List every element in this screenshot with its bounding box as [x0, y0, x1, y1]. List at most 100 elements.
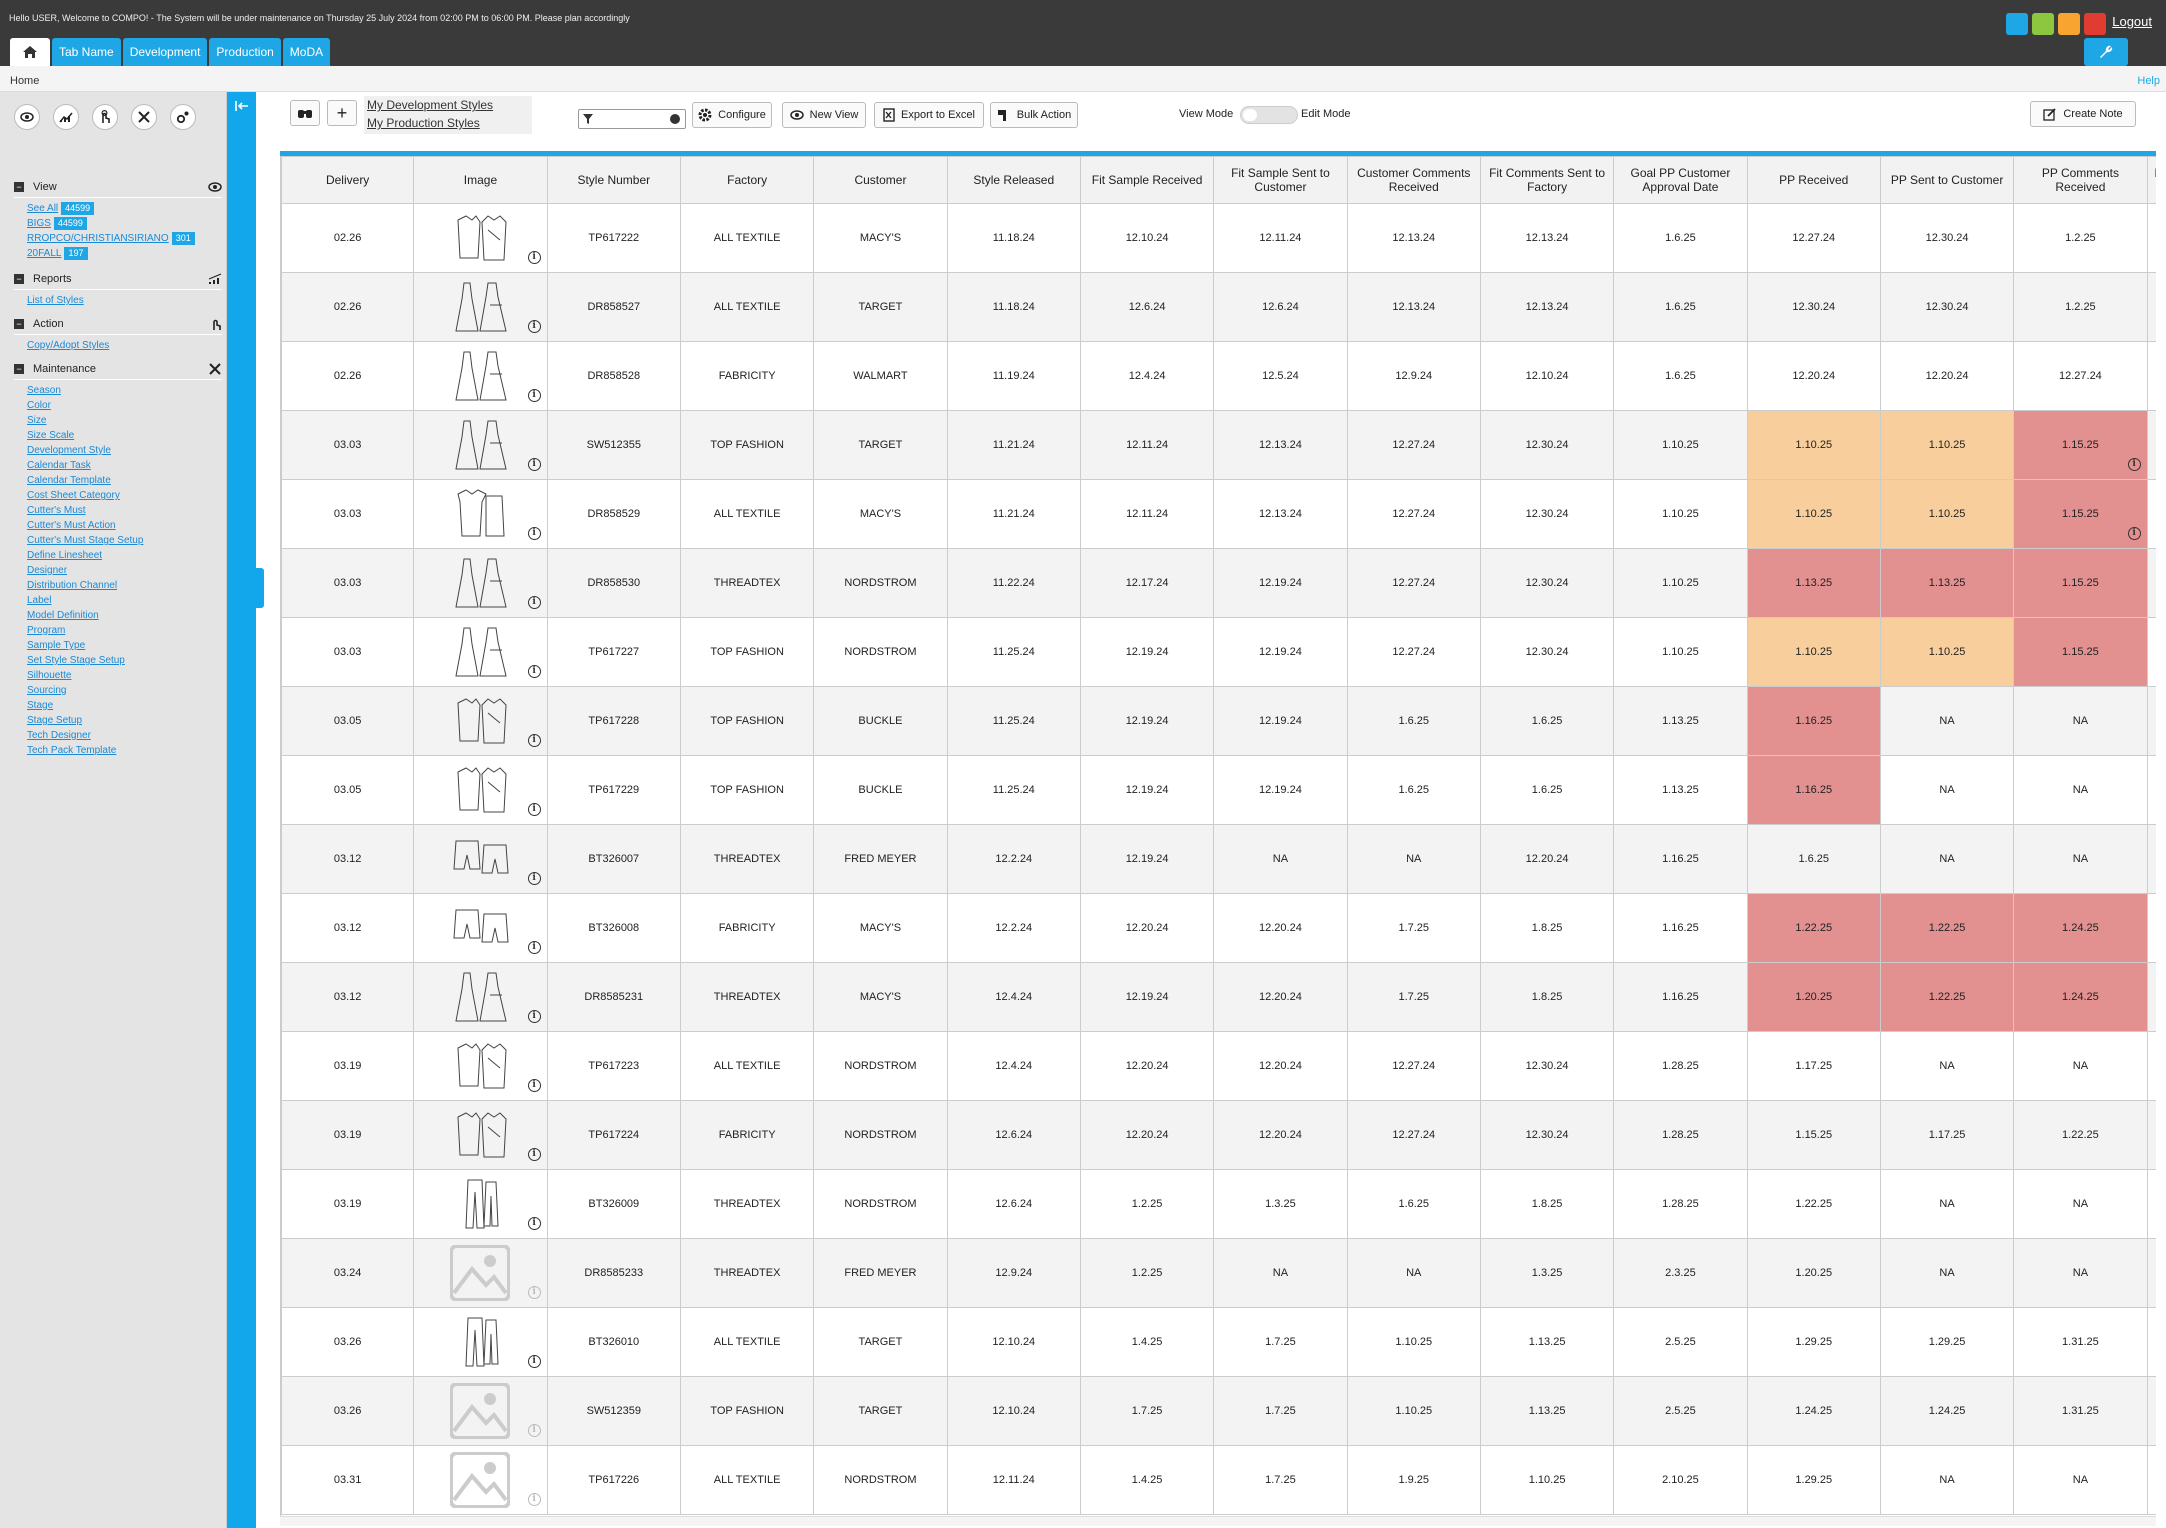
table-row[interactable]: 03.26 i BT326010 ALL TEXTILE TARGET 12.10.24 1… — [281, 1307, 2156, 1377]
column-header[interactable]: PP Received — [1746, 156, 1881, 204]
cell-fit_sent[interactable]: 12.13.24 — [1213, 410, 1348, 480]
table-row[interactable]: 03.05 i TP617228 TOP FASHION BUCKLE 11.25.24 1… — [281, 686, 2156, 756]
cell-delivery[interactable]: 03.12 — [281, 824, 415, 894]
info-icon[interactable]: i — [527, 1217, 541, 1230]
cell-fit_sent[interactable]: NA — [1213, 824, 1348, 894]
info-icon[interactable]: i — [527, 1286, 541, 1299]
cell-pp_com_sent[interactable]: 1.6.25 — [2146, 824, 2156, 894]
garment-sketch[interactable] — [450, 762, 510, 818]
maintenance-link[interactable]: Stage — [27, 700, 54, 711]
maintenance-link[interactable]: Designer — [27, 565, 68, 576]
maintenance-link[interactable]: Cutter's Must Stage Setup — [27, 535, 144, 546]
cell-fit_rec[interactable]: 1.7.25 — [1079, 1376, 1215, 1446]
cell-goal[interactable]: 1.6.25 — [1613, 341, 1748, 411]
cell-pp_com[interactable]: 1.24.25 — [2013, 962, 2148, 1032]
cell-pp_rec[interactable]: 1.15.25 — [1746, 1100, 1881, 1170]
column-header[interactable]: PP Comments Sent to Factory — [2146, 156, 2156, 204]
cell-factory[interactable]: TOP FASHION — [679, 686, 815, 756]
cell-goal[interactable]: 1.28.25 — [1613, 1169, 1748, 1239]
cell-fit_com[interactable]: 12.30.24 — [1479, 1031, 1615, 1101]
info-icon[interactable]: i — [527, 389, 541, 402]
cell-pp_rec[interactable]: 12.27.24 — [1746, 203, 1881, 273]
table-row[interactable]: 03.12 i DR8585231 THREADTEX MACY'S 12.4.24 12.… — [281, 962, 2156, 1032]
cell-fit_sent[interactable]: 12.19.24 — [1213, 686, 1348, 756]
cell-pp_com_sent[interactable]: 1.17.25 — [2146, 1031, 2156, 1101]
cell-factory[interactable]: TOP FASHION — [679, 617, 815, 687]
cell-style[interactable]: DR858529 — [546, 479, 681, 549]
image-cell[interactable]: i — [413, 1031, 548, 1101]
table-row[interactable]: 03.19 i TP617224 FABRICITY NORDSTROM 12.6.24 1… — [281, 1100, 2156, 1170]
cell-pp_sent[interactable]: 12.30.24 — [1879, 272, 2015, 342]
cell-pp_rec[interactable]: 12.20.24 — [1746, 341, 1881, 411]
touch-icon[interactable] — [92, 104, 118, 130]
column-header[interactable]: Fit Sample Sent to Customer — [1213, 156, 1348, 204]
breadcrumb-home[interactable]: Home — [10, 75, 40, 87]
cell-fit_sent[interactable]: 12.20.24 — [1213, 962, 1348, 1032]
maintenance-link[interactable]: Model Definition — [27, 610, 99, 621]
cell-pp_com[interactable]: 1.31.25 — [2013, 1307, 2148, 1377]
cell-fit_rec[interactable]: 12.19.24 — [1079, 755, 1215, 825]
cell-delivery[interactable]: 03.03 — [281, 479, 415, 549]
cell-style[interactable]: BT326007 — [546, 824, 681, 894]
cell-goal[interactable]: 1.13.25 — [1613, 755, 1748, 825]
cell-delivery[interactable]: 03.26 — [281, 1307, 415, 1377]
info-icon[interactable]: i — [527, 734, 541, 747]
cell-fit_com[interactable]: 12.30.24 — [1479, 548, 1615, 618]
cell-delivery[interactable]: 03.03 — [281, 548, 415, 618]
cell-pp_com_sent[interactable]: 1.15.25 — [2146, 410, 2156, 480]
configure-button[interactable]: Configure — [692, 102, 772, 128]
cell-fit_rec[interactable]: 12.6.24 — [1079, 272, 1215, 342]
cell-pp_sent[interactable]: 1.17.25 — [1879, 1100, 2015, 1170]
garment-sketch[interactable] — [450, 210, 510, 266]
cell-fit_com[interactable]: 1.13.25 — [1479, 1376, 1615, 1446]
cell-pp_com_sent[interactable]: 12.27.24 — [2146, 341, 2156, 411]
cell-fit_com[interactable]: 12.13.24 — [1479, 272, 1615, 342]
column-header[interactable]: Fit Sample Received — [1079, 156, 1215, 204]
cell-cust_com[interactable]: 12.9.24 — [1346, 341, 1481, 411]
maintenance-link[interactable]: Set Style Stage Setup — [27, 655, 125, 666]
column-header[interactable]: Goal PP Customer Approval Date — [1613, 156, 1748, 204]
cell-customer[interactable]: TARGET — [813, 1376, 948, 1446]
section-header-action[interactable]: − Action — [14, 313, 222, 335]
cell-pp_com[interactable]: 12.27.24 — [2013, 341, 2148, 411]
cell-cust_com[interactable]: 1.7.25 — [1346, 962, 1481, 1032]
cell-goal[interactable]: 2.5.25 — [1613, 1307, 1748, 1377]
cell-customer[interactable]: BUCKLE — [813, 686, 948, 756]
column-header[interactable]: PP Sent to Customer — [1879, 156, 2015, 204]
cell-pp_sent[interactable]: 1.24.25 — [1879, 1376, 2015, 1446]
info-icon[interactable]: i — [527, 320, 541, 333]
cell-goal[interactable]: 1.6.25 — [1613, 272, 1748, 342]
garment-sketch[interactable] — [450, 969, 510, 1025]
cell-delivery[interactable]: 03.19 — [281, 1100, 415, 1170]
table-row[interactable]: 03.19 i TP617223 ALL TEXTILE NORDSTROM 12.4.2… — [281, 1031, 2156, 1101]
cell-fit_sent[interactable]: 12.5.24 — [1213, 341, 1348, 411]
cell-pp_rec[interactable]: 1.29.25 — [1746, 1445, 1881, 1515]
cell-customer[interactable]: WALMART — [813, 341, 948, 411]
info-icon[interactable]: i — [527, 1424, 541, 1437]
view-link-20fall[interactable]: 20FALL 197 — [27, 246, 222, 261]
info-icon[interactable]: i — [527, 1355, 541, 1368]
cell-style[interactable]: TP617229 — [546, 755, 681, 825]
cell-pp_sent[interactable]: NA — [1879, 1169, 2015, 1239]
cell-customer[interactable]: TARGET — [813, 410, 948, 480]
section-header-reports[interactable]: − Reports — [14, 268, 222, 290]
cell-pp_rec[interactable]: 1.20.25 — [1746, 962, 1881, 1032]
cell-style[interactable]: DR858527 — [546, 272, 681, 342]
cell-goal[interactable]: 1.10.25 — [1613, 548, 1748, 618]
cell-goal[interactable]: 2.10.25 — [1613, 1445, 1748, 1515]
cell-fit_sent[interactable]: 12.13.24 — [1213, 479, 1348, 549]
cell-released[interactable]: 11.19.24 — [946, 341, 1081, 411]
cell-released[interactable]: 11.21.24 — [946, 410, 1081, 480]
cell-pp_com_sent[interactable]: 1.24.25 — [2146, 962, 2156, 1032]
cell-factory[interactable]: FABRICITY — [679, 341, 815, 411]
cell-pp_sent[interactable]: 12.30.24 — [1879, 203, 2015, 273]
cell-style[interactable]: BT326008 — [546, 893, 681, 963]
cell-goal[interactable]: 1.28.25 — [1613, 1031, 1748, 1101]
image-cell[interactable]: i — [413, 824, 548, 894]
cell-goal[interactable]: 1.16.25 — [1613, 824, 1748, 894]
garment-sketch[interactable] — [450, 417, 510, 473]
cell-pp_sent[interactable]: NA — [1879, 1445, 2015, 1515]
cell-pp_rec[interactable]: 1.17.25 — [1746, 1031, 1881, 1101]
cell-released[interactable]: 12.2.24 — [946, 824, 1081, 894]
cell-goal[interactable]: 1.13.25 — [1613, 686, 1748, 756]
